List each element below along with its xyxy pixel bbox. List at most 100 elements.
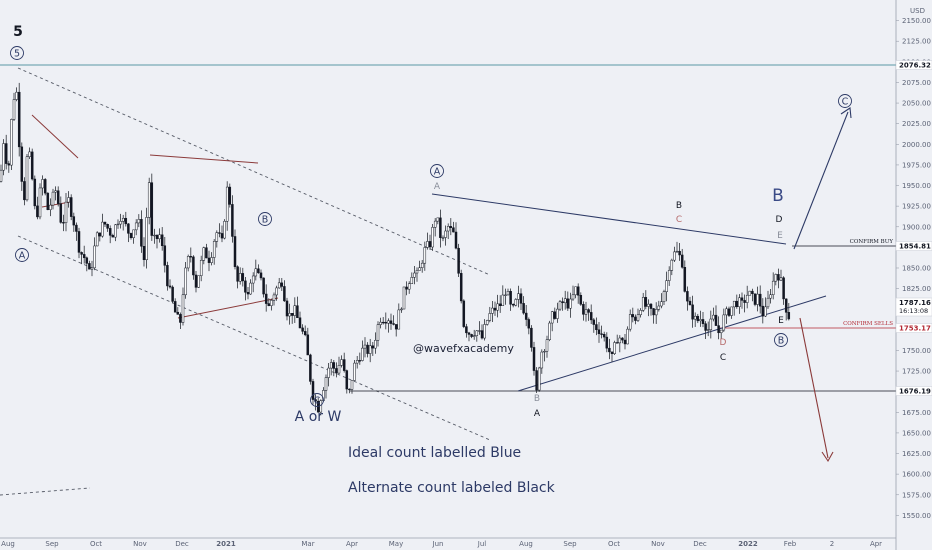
candle-body <box>342 359 346 371</box>
candle-body <box>59 203 63 223</box>
candle-body <box>670 259 674 271</box>
wave-label-circled-a-left-circle <box>15 248 29 262</box>
candle-body <box>366 344 369 354</box>
candle-body <box>241 273 245 282</box>
candle-body <box>301 327 304 332</box>
candle-body <box>145 217 148 261</box>
candle-body <box>296 305 299 319</box>
x-tick-label: May <box>389 540 403 548</box>
candle-body <box>410 277 414 284</box>
candle-body <box>25 156 29 201</box>
candle-body <box>628 314 632 330</box>
arrow-down-line <box>799 317 829 459</box>
candle-body <box>623 339 627 345</box>
y-tick-label: 1825.00 <box>902 285 931 293</box>
candle-body <box>545 339 549 352</box>
candle-body <box>532 347 536 371</box>
candle-body <box>319 400 323 413</box>
x-tick-label: Aug <box>1 540 15 548</box>
candle-body <box>657 305 661 310</box>
candle-body <box>556 308 559 319</box>
candle-body <box>381 321 385 324</box>
candle-body <box>550 311 554 324</box>
candle-body <box>150 182 154 236</box>
candle-body <box>249 282 252 295</box>
x-tick-label: Sep <box>45 540 59 548</box>
candle-body <box>446 226 450 232</box>
triangle2-upper <box>149 154 259 164</box>
candle-body <box>106 224 109 229</box>
candle-body <box>561 301 564 304</box>
candle-body <box>293 305 297 316</box>
candle-body <box>428 241 432 248</box>
wave-label-circled-5: 5 <box>14 49 20 60</box>
candle-body <box>95 232 99 247</box>
candle-body <box>478 330 481 332</box>
candle-body <box>303 331 307 336</box>
candle-body <box>15 91 18 100</box>
candle-body <box>686 291 689 302</box>
price-tag-value: 1854.81 <box>899 243 931 251</box>
candle-body <box>704 323 707 331</box>
wave-label-e-black: E <box>778 316 784 326</box>
candle-body <box>493 307 497 311</box>
candle-body <box>379 321 382 325</box>
candle-body <box>155 234 159 240</box>
candle-body <box>384 321 388 324</box>
candle-body <box>423 247 427 264</box>
candle-body <box>530 327 533 348</box>
candle-body <box>121 217 125 222</box>
time-axis[interactable]: Aug Sep Oct Nov Dec 2021 Mar Apr May Jun Jul Aug Sep… <box>1 540 882 548</box>
wave-label-b-black: B <box>676 201 682 211</box>
y-tick-label: 2025.00 <box>902 120 931 128</box>
candle-body <box>485 320 489 325</box>
candle-body <box>654 309 658 316</box>
candle-body <box>251 275 255 284</box>
candle-body <box>75 224 78 232</box>
candle-body <box>771 280 775 295</box>
candle-body <box>459 273 463 302</box>
candle-body <box>511 304 515 306</box>
candle-body <box>111 235 115 238</box>
y-tick-label: 1975.00 <box>902 161 931 169</box>
candle-body <box>400 308 403 311</box>
channel-lower-dashed <box>17 235 491 441</box>
candle-body <box>0 169 3 182</box>
candle-body <box>719 329 723 334</box>
candle-body <box>618 337 622 344</box>
y-tick-label: 1850.00 <box>902 264 931 272</box>
candle-body <box>38 187 42 218</box>
candle-body <box>761 305 765 317</box>
candle-body <box>787 312 791 320</box>
candle-body <box>288 313 291 317</box>
candle-body <box>114 224 117 238</box>
candle-body <box>387 320 390 324</box>
candle-body <box>673 251 676 261</box>
candle-body <box>605 336 609 349</box>
candle-body <box>639 310 642 316</box>
candle-body <box>722 314 726 331</box>
candle-body <box>504 294 507 296</box>
candle-body <box>20 146 24 182</box>
y-tick-label: 1650.00 <box>902 429 931 437</box>
x-tick-label: Jun <box>432 540 444 548</box>
candle-body <box>769 294 772 299</box>
candle-body <box>675 250 679 253</box>
candle-body <box>7 163 11 166</box>
candle-body <box>644 297 648 307</box>
candle-body <box>54 190 57 193</box>
candle-body <box>397 309 401 330</box>
candle-body <box>774 274 778 282</box>
y-tick-label: 2000.00 <box>902 141 931 149</box>
candle-body <box>537 367 541 391</box>
wave-label-b-grey: B <box>534 394 540 404</box>
y-tick-label: 2050.00 <box>902 100 931 108</box>
candle-body <box>514 299 518 306</box>
candle-body <box>259 272 263 279</box>
candle-body <box>82 254 86 259</box>
candle-body <box>355 360 359 364</box>
price-tag-value: 1753.17 <box>899 325 931 333</box>
